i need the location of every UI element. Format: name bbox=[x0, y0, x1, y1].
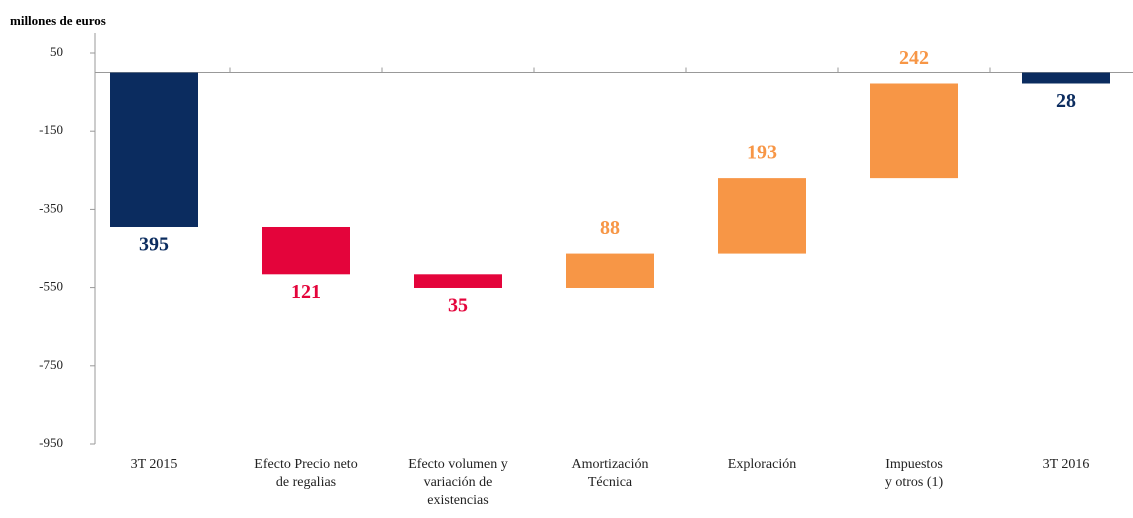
x-tick-label: Amortización Técnica bbox=[571, 457, 649, 490]
y-tick-label: -350 bbox=[39, 200, 63, 215]
value-label: 121 bbox=[291, 281, 321, 303]
value-label: 28 bbox=[1056, 90, 1076, 112]
x-tick-label: Efecto Precio neto de regalias bbox=[254, 457, 358, 490]
bar bbox=[566, 253, 654, 288]
bar bbox=[414, 274, 502, 288]
y-tick-label: -150 bbox=[39, 122, 63, 137]
bar bbox=[110, 72, 198, 227]
y-tick-label: -750 bbox=[39, 357, 63, 372]
axis-title: millones de euros bbox=[10, 13, 106, 28]
value-label: 35 bbox=[448, 295, 468, 317]
x-tick-label: Exploración bbox=[727, 457, 797, 472]
x-tick-label: 3T 2016 bbox=[1042, 457, 1090, 472]
bar bbox=[262, 226, 350, 275]
y-tick-label: -550 bbox=[39, 279, 63, 294]
y-tick-label: 50 bbox=[50, 44, 63, 59]
x-tick-label: 3T 2015 bbox=[130, 457, 178, 472]
bar bbox=[870, 83, 958, 179]
bar bbox=[1022, 72, 1110, 84]
y-tick-label: -950 bbox=[39, 435, 63, 450]
bar bbox=[718, 178, 806, 254]
x-tick-label: Impuestos y otros (1) bbox=[884, 457, 944, 490]
x-tick-label: Efecto volumen y variación de existencia… bbox=[408, 457, 508, 508]
value-label: 242 bbox=[899, 47, 929, 69]
value-label: 395 bbox=[139, 234, 169, 256]
value-label: 193 bbox=[747, 142, 777, 164]
value-label: 88 bbox=[600, 217, 620, 239]
